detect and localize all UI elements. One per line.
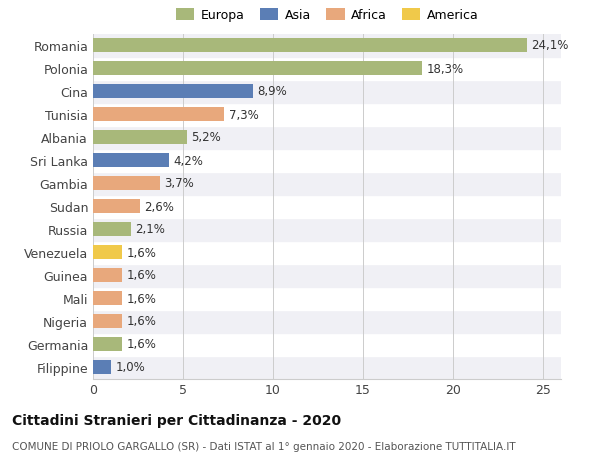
Legend: Europa, Asia, Africa, America: Europa, Asia, Africa, America [173, 6, 481, 25]
Bar [93, 310, 561, 333]
Bar [93, 103, 561, 126]
Bar [93, 245, 122, 260]
Bar [93, 241, 561, 264]
Text: 3,7%: 3,7% [164, 177, 194, 190]
Bar [93, 195, 561, 218]
Text: 24,1%: 24,1% [532, 39, 569, 52]
Text: 18,3%: 18,3% [427, 62, 464, 75]
Bar [93, 57, 561, 80]
Bar [93, 126, 561, 149]
Bar [93, 107, 224, 122]
Bar [93, 360, 111, 375]
Text: 7,3%: 7,3% [229, 108, 259, 121]
Bar [93, 39, 527, 53]
Text: 5,2%: 5,2% [191, 131, 221, 144]
Bar [93, 218, 561, 241]
Text: 1,6%: 1,6% [127, 315, 156, 328]
Bar [93, 176, 160, 191]
Bar [93, 62, 422, 76]
Bar [93, 222, 131, 237]
Text: 2,1%: 2,1% [136, 223, 165, 236]
Bar [93, 84, 253, 99]
Text: 1,6%: 1,6% [127, 246, 156, 259]
Bar [93, 80, 561, 103]
Text: 1,6%: 1,6% [127, 292, 156, 305]
Bar [93, 264, 561, 287]
Text: 1,0%: 1,0% [115, 361, 145, 374]
Text: 2,6%: 2,6% [145, 200, 174, 213]
Bar [93, 268, 122, 283]
Bar [93, 287, 561, 310]
Bar [93, 34, 561, 57]
Bar [93, 333, 561, 356]
Bar [93, 149, 561, 172]
Text: Cittadini Stranieri per Cittadinanza - 2020: Cittadini Stranieri per Cittadinanza - 2… [12, 413, 341, 427]
Bar [93, 199, 140, 214]
Text: 8,9%: 8,9% [258, 85, 287, 98]
Bar [93, 153, 169, 168]
Bar [93, 337, 122, 352]
Bar [93, 172, 561, 195]
Text: COMUNE DI PRIOLO GARGALLO (SR) - Dati ISTAT al 1° gennaio 2020 - Elaborazione TU: COMUNE DI PRIOLO GARGALLO (SR) - Dati IS… [12, 441, 515, 451]
Bar [93, 291, 122, 306]
Text: 1,6%: 1,6% [127, 269, 156, 282]
Bar [93, 314, 122, 329]
Text: 4,2%: 4,2% [173, 154, 203, 167]
Bar [93, 356, 561, 379]
Bar [93, 130, 187, 145]
Text: 1,6%: 1,6% [127, 338, 156, 351]
